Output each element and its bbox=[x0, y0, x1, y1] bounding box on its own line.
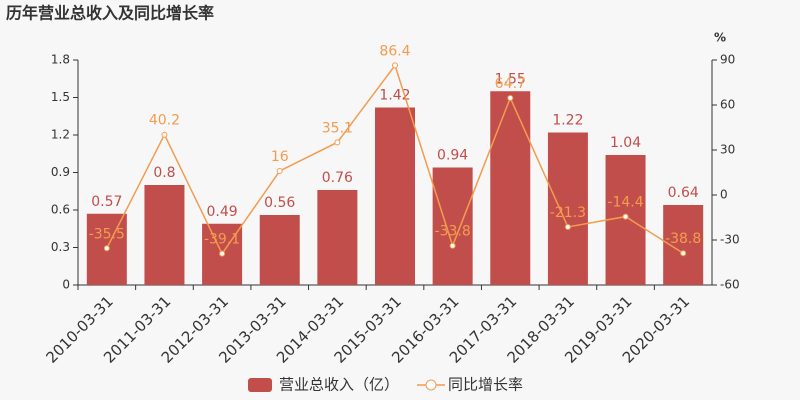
bar-value-label: 1.55 bbox=[495, 71, 526, 87]
line-value-label: -38.8 bbox=[665, 231, 701, 247]
legend-swatch bbox=[425, 379, 437, 391]
line-value-label: 16 bbox=[271, 149, 289, 165]
y2-tick-label: 60 bbox=[720, 98, 735, 112]
bar bbox=[490, 91, 531, 285]
bar-value-label: 0.8 bbox=[153, 165, 175, 181]
line-point bbox=[161, 131, 168, 138]
line-point bbox=[622, 213, 629, 220]
line-point bbox=[564, 223, 571, 230]
bar bbox=[432, 167, 473, 285]
y2-tick-label: -60 bbox=[720, 278, 740, 292]
y2-tick-label: 0 bbox=[720, 188, 728, 202]
y-tick-label: 0.6 bbox=[51, 203, 70, 217]
legend-label: 同比增长率 bbox=[448, 376, 523, 394]
bar bbox=[259, 215, 300, 285]
bar bbox=[375, 107, 415, 285]
y-tick-label: 0.3 bbox=[51, 240, 70, 254]
bar-value-label: 1.22 bbox=[552, 113, 583, 129]
line-point bbox=[334, 139, 341, 146]
line-point bbox=[507, 94, 514, 101]
y-tick-label: 1.8 bbox=[51, 53, 70, 67]
bar-value-label: 0.57 bbox=[91, 194, 122, 210]
line-point bbox=[103, 245, 110, 252]
line-value-label: -35.5 bbox=[89, 226, 125, 242]
y2-tick-label: -30 bbox=[720, 233, 740, 247]
y-tick-label: 0.9 bbox=[51, 165, 70, 179]
bar-value-label: 0.64 bbox=[668, 185, 699, 201]
line-point bbox=[449, 242, 456, 249]
y2-tick-label: 90 bbox=[720, 53, 735, 67]
bar-value-label: 0.56 bbox=[264, 195, 295, 211]
bar bbox=[605, 155, 646, 285]
legend-swatch bbox=[248, 378, 272, 392]
line-value-label: -33.8 bbox=[435, 224, 471, 240]
bar-value-label: 0.94 bbox=[437, 148, 468, 164]
y-tick-label: 1.2 bbox=[51, 128, 70, 142]
line-value-label: 64.7 bbox=[495, 76, 526, 92]
line-point bbox=[680, 250, 687, 257]
bar-value-label: 1.04 bbox=[610, 135, 641, 151]
line-value-label: -14.4 bbox=[607, 195, 643, 211]
line-point bbox=[219, 250, 226, 257]
y2-tick-label: 30 bbox=[720, 143, 735, 157]
line-value-label: -39.1 bbox=[204, 232, 240, 248]
line-value-label: 86.4 bbox=[379, 43, 410, 59]
y-tick-label: 0 bbox=[62, 278, 70, 292]
bar bbox=[144, 185, 185, 285]
bar-value-label: 0.49 bbox=[207, 204, 238, 220]
line-value-label: 40.2 bbox=[149, 113, 180, 129]
y2-axis-label: % bbox=[714, 31, 726, 45]
bar bbox=[547, 132, 588, 285]
y-tick-label: 1.5 bbox=[51, 90, 70, 104]
chart-title: 历年营业总收入及同比增长率 bbox=[6, 4, 214, 23]
line-point bbox=[392, 62, 398, 69]
bar-value-label: 0.76 bbox=[322, 170, 353, 186]
line-value-label: -21.3 bbox=[550, 205, 586, 221]
line-point bbox=[276, 168, 283, 174]
line-value-label: 35.1 bbox=[322, 120, 353, 136]
bar bbox=[317, 190, 358, 285]
legend-label: 营业总收入（亿） bbox=[279, 376, 399, 394]
